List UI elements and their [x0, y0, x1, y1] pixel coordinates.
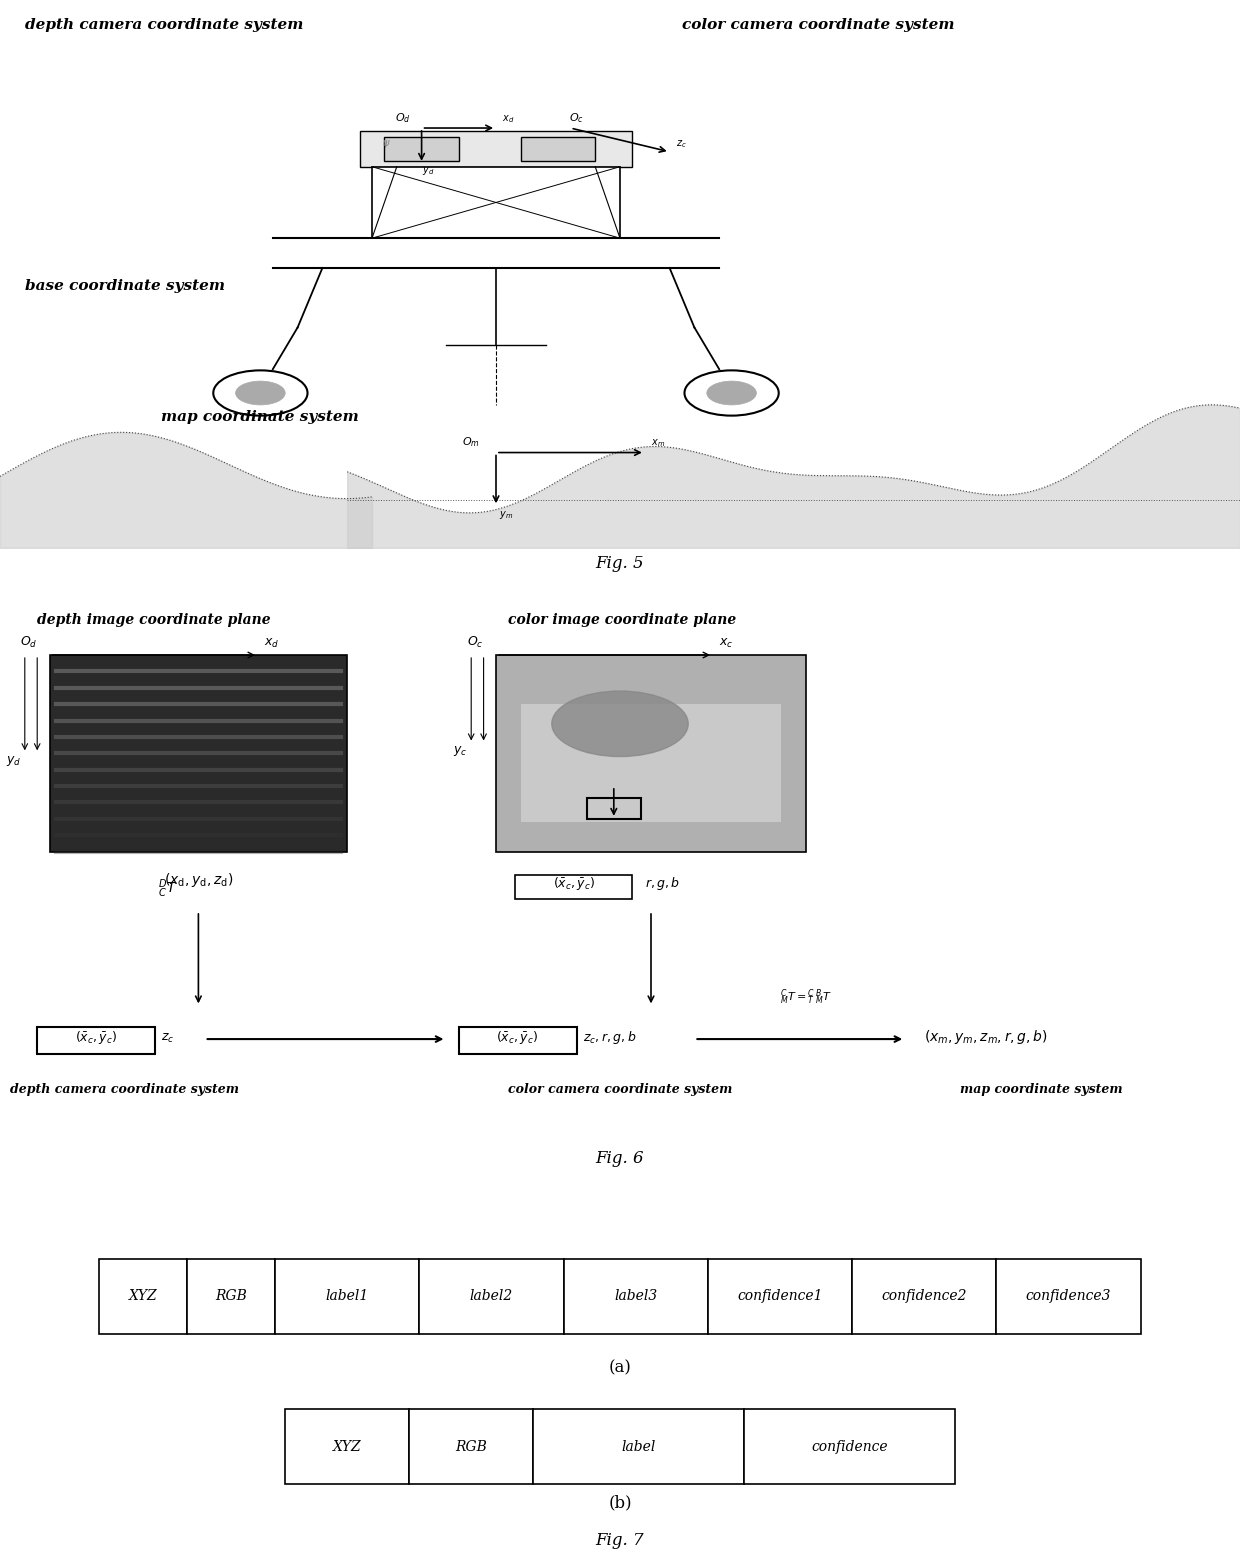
Text: $O_m$: $O_m$ [463, 436, 480, 450]
Text: RGB: RGB [455, 1440, 487, 1454]
Bar [587, 798, 641, 818]
Bar [521, 136, 595, 161]
Text: $y_c$: $y_c$ [453, 744, 467, 758]
Text: RGB: RGB [215, 1290, 247, 1304]
Bar [419, 1258, 563, 1334]
Text: $O_d$: $O_d$ [20, 635, 37, 650]
Bar [496, 655, 806, 851]
Text: color image coordinate plane: color image coordinate plane [508, 613, 737, 627]
Text: $O_d$: $O_d$ [396, 111, 410, 125]
Circle shape [707, 381, 756, 404]
Text: label1: label1 [325, 1290, 368, 1304]
Text: confidence2: confidence2 [882, 1290, 967, 1304]
Text: XYZ: XYZ [332, 1440, 362, 1454]
Text: $x_d$: $x_d$ [502, 113, 515, 125]
Circle shape [236, 381, 285, 404]
Text: $^C_MT = {^C_T} \, {^B_MT}$: $^C_MT = {^C_T} \, {^B_MT}$ [780, 987, 832, 1006]
Bar [744, 1409, 955, 1484]
Bar [360, 132, 632, 166]
Text: confidence1: confidence1 [738, 1290, 823, 1304]
Text: depth camera coordinate system: depth camera coordinate system [10, 1083, 238, 1095]
Text: $^D_CT$: $^D_CT$ [157, 878, 177, 899]
Bar [285, 1409, 409, 1484]
Text: $x_d$: $x_d$ [264, 638, 279, 650]
Text: $\psi$: $\psi$ [382, 138, 391, 150]
Text: $z_c, r, g, b$: $z_c, r, g, b$ [583, 1030, 636, 1045]
Bar [515, 876, 632, 899]
Bar [997, 1258, 1141, 1334]
Text: $y_m$: $y_m$ [498, 509, 513, 520]
Text: $r, g, b$: $r, g, b$ [645, 876, 680, 892]
Bar [533, 1409, 744, 1484]
Text: Fig. 5: Fig. 5 [595, 555, 645, 572]
Bar [852, 1258, 997, 1334]
Text: depth camera coordinate system: depth camera coordinate system [25, 17, 303, 31]
Bar [563, 1258, 708, 1334]
Text: Fig. 6: Fig. 6 [595, 1150, 645, 1167]
Text: (a): (a) [609, 1359, 631, 1376]
Text: $x_m$: $x_m$ [651, 437, 665, 450]
Text: label: label [621, 1440, 656, 1454]
Bar [459, 1028, 577, 1055]
Text: label3: label3 [614, 1290, 657, 1304]
Text: $z_c$: $z_c$ [676, 138, 687, 150]
Bar [275, 1258, 419, 1334]
Text: map coordinate system: map coordinate system [960, 1083, 1123, 1095]
Text: confidence: confidence [811, 1440, 888, 1454]
Text: color camera coordinate system: color camera coordinate system [682, 17, 955, 31]
Text: $(\bar{x}_c, \bar{y}_c)$: $(\bar{x}_c, \bar{y}_c)$ [74, 1030, 118, 1045]
Text: $y_d$: $y_d$ [6, 754, 21, 768]
Text: $(\bar{x}_c, \bar{y}_c)$: $(\bar{x}_c, \bar{y}_c)$ [496, 1030, 539, 1045]
Text: $y_d$: $y_d$ [422, 165, 434, 177]
Text: $z_c$: $z_c$ [161, 1031, 175, 1045]
Bar [372, 166, 620, 238]
Text: $(\bar{x}_c, \bar{y}_c)$: $(\bar{x}_c, \bar{y}_c)$ [553, 876, 595, 892]
Text: label2: label2 [470, 1290, 513, 1304]
Text: XYZ: XYZ [129, 1290, 157, 1304]
Text: $(x_m, y_m, z_m, r, g, b)$: $(x_m, y_m, z_m, r, g, b)$ [924, 1028, 1048, 1045]
Text: Fig. 7: Fig. 7 [595, 1533, 645, 1550]
Bar [521, 704, 781, 821]
Circle shape [552, 691, 688, 757]
Bar [37, 1028, 155, 1055]
Text: (b): (b) [608, 1495, 632, 1512]
Text: color camera coordinate system: color camera coordinate system [508, 1083, 732, 1095]
Text: $(x_{\mathrm{d}}, y_{\mathrm{d}}, z_{\mathrm{d}})$: $(x_{\mathrm{d}}, y_{\mathrm{d}}, z_{\ma… [164, 871, 233, 888]
Text: $O_c$: $O_c$ [569, 111, 584, 125]
Bar [409, 1409, 533, 1484]
Bar [99, 1258, 187, 1334]
Text: base coordinate system: base coordinate system [25, 279, 224, 293]
Text: $O_c$: $O_c$ [467, 635, 484, 650]
Text: confidence3: confidence3 [1025, 1290, 1111, 1304]
Bar [187, 1258, 275, 1334]
Text: map coordinate system: map coordinate system [161, 411, 358, 423]
Bar [384, 136, 459, 161]
Bar [708, 1258, 852, 1334]
Bar [50, 655, 347, 851]
Text: $x_c$: $x_c$ [719, 638, 734, 650]
Text: depth image coordinate plane: depth image coordinate plane [37, 613, 270, 627]
